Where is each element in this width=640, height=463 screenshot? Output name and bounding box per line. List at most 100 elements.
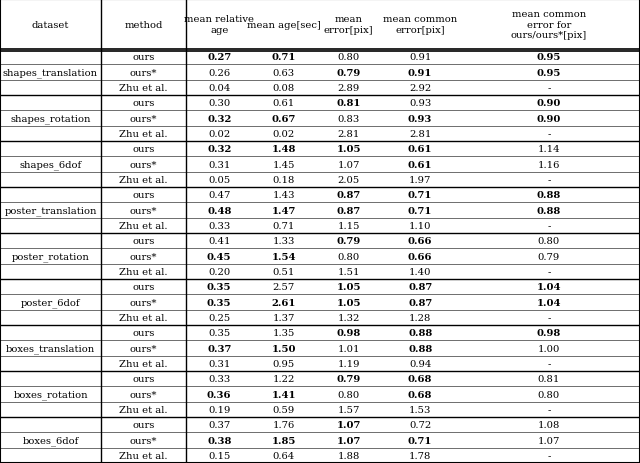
Text: 0.71: 0.71 bbox=[408, 191, 433, 200]
Text: 0.88: 0.88 bbox=[537, 206, 561, 215]
Text: 1.35: 1.35 bbox=[273, 328, 295, 338]
Text: 0.71: 0.71 bbox=[408, 436, 433, 444]
Text: 1.45: 1.45 bbox=[273, 160, 295, 169]
Text: 1.05: 1.05 bbox=[337, 145, 361, 154]
Text: 1.07: 1.07 bbox=[538, 436, 560, 444]
Text: -: - bbox=[547, 405, 550, 414]
Text: 0.35: 0.35 bbox=[207, 282, 232, 292]
Text: 0.90: 0.90 bbox=[536, 114, 561, 123]
Text: 0.35: 0.35 bbox=[208, 328, 230, 338]
Text: -: - bbox=[547, 130, 550, 138]
Text: ours: ours bbox=[132, 237, 154, 246]
Text: 2.05: 2.05 bbox=[338, 175, 360, 185]
Text: 1.14: 1.14 bbox=[538, 145, 560, 154]
Text: 0.88: 0.88 bbox=[408, 344, 432, 353]
Text: method: method bbox=[124, 20, 163, 30]
Text: Zhu et al.: Zhu et al. bbox=[119, 175, 168, 185]
Text: 1.54: 1.54 bbox=[271, 252, 296, 261]
Text: ours: ours bbox=[132, 375, 154, 383]
Text: 0.68: 0.68 bbox=[408, 375, 433, 383]
Text: 2.89: 2.89 bbox=[338, 84, 360, 93]
Text: 1.04: 1.04 bbox=[536, 298, 561, 307]
Text: ours: ours bbox=[132, 145, 154, 154]
Text: 1.37: 1.37 bbox=[273, 313, 295, 322]
Text: 0.80: 0.80 bbox=[538, 237, 560, 246]
Text: 0.98: 0.98 bbox=[537, 328, 561, 338]
Text: 0.87: 0.87 bbox=[337, 191, 361, 200]
Text: 0.04: 0.04 bbox=[208, 84, 230, 93]
Text: 0.68: 0.68 bbox=[408, 390, 433, 399]
Text: Zhu et al.: Zhu et al. bbox=[119, 221, 168, 231]
Text: ours*: ours* bbox=[130, 69, 157, 77]
Text: 0.30: 0.30 bbox=[208, 99, 230, 108]
Text: 1.05: 1.05 bbox=[337, 298, 361, 307]
Text: 0.64: 0.64 bbox=[273, 451, 295, 460]
Text: 0.33: 0.33 bbox=[208, 375, 230, 383]
Text: 0.81: 0.81 bbox=[337, 99, 361, 108]
Text: 0.36: 0.36 bbox=[207, 390, 232, 399]
Text: 1.19: 1.19 bbox=[337, 359, 360, 368]
Text: ours: ours bbox=[132, 53, 154, 62]
Text: 1.57: 1.57 bbox=[338, 405, 360, 414]
Text: 0.71: 0.71 bbox=[271, 53, 296, 62]
Text: 0.79: 0.79 bbox=[337, 69, 361, 77]
Text: 1.33: 1.33 bbox=[273, 237, 295, 246]
Text: 0.93: 0.93 bbox=[408, 114, 433, 123]
Text: 2.57: 2.57 bbox=[273, 282, 295, 292]
Text: 0.88: 0.88 bbox=[408, 328, 432, 338]
Text: ours*: ours* bbox=[130, 344, 157, 353]
Text: ours: ours bbox=[132, 282, 154, 292]
Text: 0.19: 0.19 bbox=[208, 405, 230, 414]
Text: shapes_rotation: shapes_rotation bbox=[10, 114, 91, 124]
Text: 0.35: 0.35 bbox=[207, 298, 232, 307]
Text: -: - bbox=[547, 359, 550, 368]
Text: dataset: dataset bbox=[32, 20, 69, 30]
Text: 1.43: 1.43 bbox=[273, 191, 295, 200]
Text: ours*: ours* bbox=[130, 436, 157, 444]
Text: 0.91: 0.91 bbox=[408, 69, 433, 77]
Text: 0.45: 0.45 bbox=[207, 252, 232, 261]
Text: 1.41: 1.41 bbox=[271, 390, 296, 399]
Text: 0.71: 0.71 bbox=[408, 206, 433, 215]
Text: 1.07: 1.07 bbox=[338, 160, 360, 169]
Text: 1.78: 1.78 bbox=[409, 451, 431, 460]
Text: ours*: ours* bbox=[130, 206, 157, 215]
Text: 1.97: 1.97 bbox=[409, 175, 431, 185]
Text: 0.61: 0.61 bbox=[408, 160, 433, 169]
Text: 0.26: 0.26 bbox=[208, 69, 230, 77]
Text: 0.79: 0.79 bbox=[337, 375, 361, 383]
Text: 0.66: 0.66 bbox=[408, 237, 433, 246]
Text: 2.61: 2.61 bbox=[271, 298, 296, 307]
Text: 0.81: 0.81 bbox=[538, 375, 560, 383]
Text: -: - bbox=[547, 175, 550, 185]
Text: 0.87: 0.87 bbox=[408, 282, 432, 292]
Text: 1.16: 1.16 bbox=[538, 160, 560, 169]
Text: ours*: ours* bbox=[130, 114, 157, 123]
Text: mean age[sec]: mean age[sec] bbox=[247, 20, 321, 30]
Text: 0.72: 0.72 bbox=[409, 420, 431, 429]
Text: 0.05: 0.05 bbox=[208, 175, 230, 185]
Text: 0.20: 0.20 bbox=[208, 267, 230, 276]
Text: 0.95: 0.95 bbox=[536, 69, 561, 77]
Text: 1.01: 1.01 bbox=[337, 344, 360, 353]
Text: 0.80: 0.80 bbox=[338, 252, 360, 261]
Text: 0.02: 0.02 bbox=[273, 130, 295, 138]
Text: 0.32: 0.32 bbox=[207, 114, 232, 123]
Text: boxes_translation: boxes_translation bbox=[6, 344, 95, 353]
Text: 0.61: 0.61 bbox=[408, 145, 433, 154]
Text: Zhu et al.: Zhu et al. bbox=[119, 451, 168, 460]
Text: 0.48: 0.48 bbox=[207, 206, 232, 215]
Text: ours*: ours* bbox=[130, 298, 157, 307]
Text: 0.47: 0.47 bbox=[208, 191, 230, 200]
Text: 0.88: 0.88 bbox=[537, 191, 561, 200]
Text: ours: ours bbox=[132, 328, 154, 338]
Text: 0.95: 0.95 bbox=[273, 359, 295, 368]
Text: 1.88: 1.88 bbox=[338, 451, 360, 460]
Text: mean common
error[pix]: mean common error[pix] bbox=[383, 15, 458, 35]
Text: 1.00: 1.00 bbox=[538, 344, 560, 353]
Text: 0.31: 0.31 bbox=[208, 160, 230, 169]
Text: boxes_6dof: boxes_6dof bbox=[22, 435, 79, 445]
Text: 0.66: 0.66 bbox=[408, 252, 433, 261]
Text: 0.94: 0.94 bbox=[409, 359, 431, 368]
Text: 0.37: 0.37 bbox=[208, 420, 230, 429]
